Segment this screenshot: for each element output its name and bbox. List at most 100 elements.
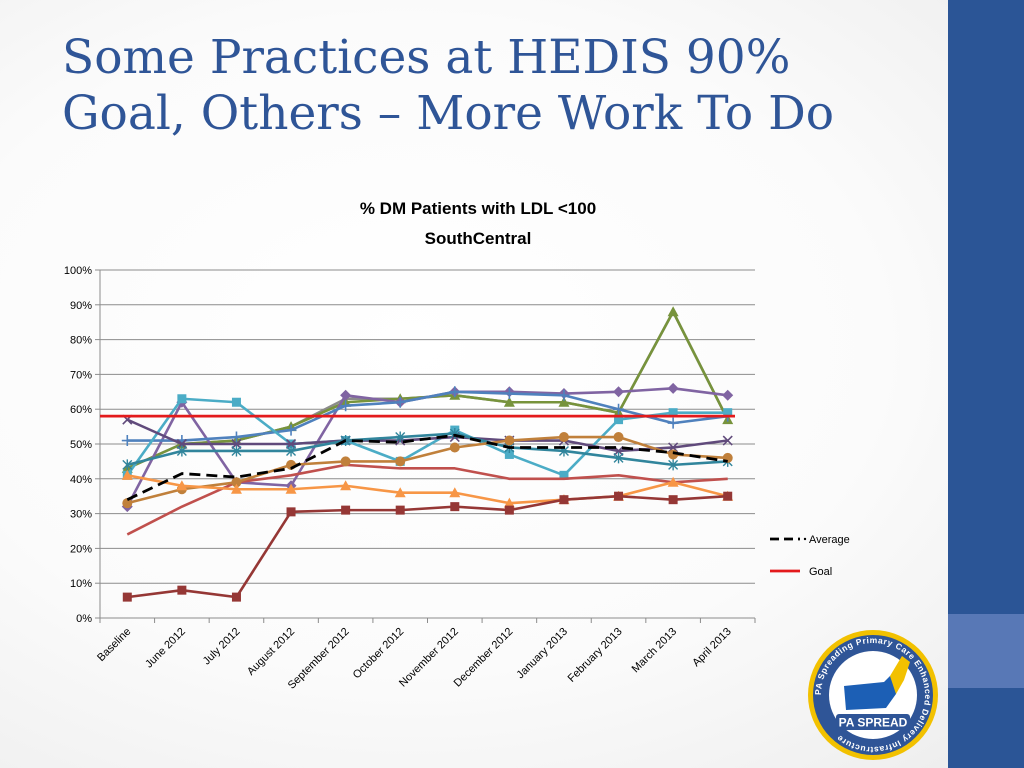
data-point [340,389,352,401]
series-line [122,491,733,602]
data-point [667,476,679,487]
data-point [395,431,406,443]
data-point [668,408,678,418]
y-tick-label: 60% [70,404,92,416]
x-tick-label: October 2012 [351,626,407,682]
y-tick-label: 50% [70,439,92,451]
pa-spread-logo: PA Spreading Primary Care Enhanced Deliv… [808,630,938,760]
data-point [668,459,679,471]
x-tick-label: Baseline [95,626,133,664]
y-axis: 0% 10% 20% 30% 40% 50% 60% 70% 80% 90% 100% [64,265,101,625]
data-point [722,435,733,446]
data-point [177,585,187,595]
x-tick-label: August 2012 [245,626,297,678]
data-point [450,502,460,512]
series-path [126,433,728,501]
chart-subtitle: SouthCentral [425,229,532,248]
line-chart: % DM Patients with LDL <100 SouthCentral… [64,199,850,692]
data-point [503,497,515,508]
data-point [613,403,625,415]
data-point [286,507,296,517]
logo-name: PA SPREAD [839,716,908,730]
data-point [121,435,133,447]
x-tick-label: January 2013 [514,626,570,682]
series-line [122,428,733,471]
series-path [127,494,728,599]
data-point [341,505,351,515]
data-point [449,386,461,398]
data-point [395,505,405,515]
legend-marker-dot [803,537,807,541]
data-point [723,408,733,418]
series-path [126,397,728,477]
series-line [122,432,733,509]
legend-label: Goal [809,566,832,578]
data-point [285,483,297,494]
right-sidebar-bar [948,0,1024,768]
data-point [395,456,406,467]
series-line [122,394,733,480]
data-point [121,469,133,480]
data-point [559,495,569,505]
data-point [285,424,297,436]
chart-title: % DM Patients with LDL <100 [360,199,596,218]
data-point [504,449,514,459]
series-path [126,463,728,536]
legend-item: Average [770,534,850,546]
data-point [667,306,679,317]
x-tick-label: November 2012 [397,626,461,690]
legend-label: Average [809,534,850,546]
data-point [558,389,570,401]
x-tick-label: April 2013 [690,626,734,670]
data-point [176,480,188,491]
x-tick-label: February 2013 [566,626,625,685]
data-point [668,495,678,505]
series-path [126,435,728,505]
data-point [723,491,733,501]
data-point [503,388,515,400]
data-point [667,382,679,394]
slide-title-line2: Goal, Others – More Work To Do [62,86,835,141]
logo-banner [836,714,910,730]
data-point [394,487,406,498]
data-point [340,456,351,467]
data-point [231,592,241,602]
data-point [231,397,241,407]
y-tick-label: 80% [70,335,92,347]
pennsylvania-map-icon [844,676,898,710]
data-point [340,400,352,412]
data-point [613,432,624,443]
y-tick-label: 100% [64,265,92,277]
data-point [230,431,242,443]
data-point [559,470,569,480]
series-path [126,432,728,467]
new-york-map-icon [890,656,910,694]
data-point [613,452,624,464]
series-path [127,474,729,505]
series-line [126,463,728,536]
chart-series [100,306,735,602]
data-point [177,394,187,404]
x-tick-label: December 2012 [452,626,516,690]
y-tick-label: 30% [70,509,92,521]
data-point [122,592,132,602]
data-point [231,445,242,457]
data-point [449,442,460,453]
x-axis: Baseline June 2012 July 2012 August 2012Sep… [95,617,756,692]
y-tick-label: 20% [70,543,92,555]
y-tick-label: 90% [70,300,92,312]
x-tick-label: March 2013 [630,626,680,676]
y-tick-label: 0% [76,613,92,625]
data-point [286,445,297,457]
data-point [394,396,406,408]
chart-legend: Average Goal [770,534,850,578]
data-point [504,435,515,446]
right-sidebar-accent [948,614,1024,688]
data-point [340,480,352,491]
data-point [503,396,515,407]
data-point [667,417,679,429]
data-point [558,396,570,407]
data-point [614,491,624,501]
series-line [126,433,728,501]
data-point [722,389,734,401]
